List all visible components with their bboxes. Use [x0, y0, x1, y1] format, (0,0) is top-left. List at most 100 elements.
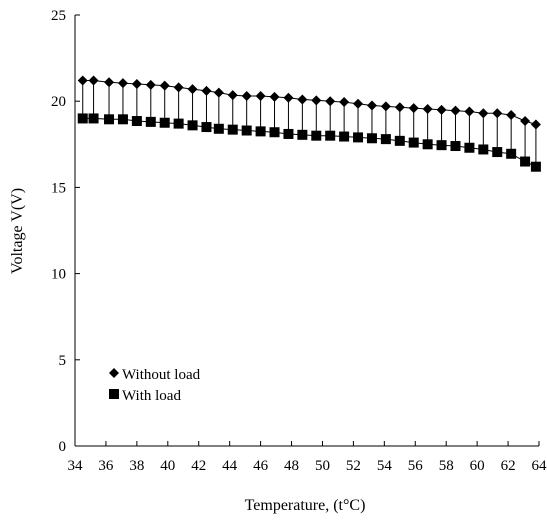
y-tick-label: 15 — [51, 180, 66, 196]
data-point-without-load — [325, 96, 336, 107]
data-point-with-load — [131, 116, 142, 127]
x-tick-label: 34 — [68, 458, 84, 474]
x-tick-label: 54 — [377, 458, 393, 474]
x-tick-label: 64 — [532, 458, 547, 474]
data-point-with-load — [117, 114, 128, 125]
y-axis-label: Voltage V(V) — [9, 188, 26, 274]
data-point-with-load — [77, 113, 88, 124]
x-tick-label: 40 — [160, 458, 175, 474]
legend-item-with-load: With load — [109, 388, 181, 404]
data-point-with-load — [269, 127, 280, 138]
x-tick-label: 52 — [346, 458, 361, 474]
data-point-without-load — [227, 90, 238, 101]
x-tick-label: 50 — [315, 458, 330, 474]
y-tick-label: 20 — [51, 94, 66, 110]
y-tick-label: 5 — [59, 353, 67, 369]
data-point-with-load — [325, 130, 336, 141]
data-point-with-load — [506, 148, 517, 159]
data-point-with-load — [201, 122, 212, 133]
series-line-without-load — [82, 80, 537, 125]
data-point-without-load — [492, 108, 503, 119]
data-point-without-load — [283, 92, 294, 103]
x-tick-label: 56 — [408, 458, 424, 474]
data-point-without-load — [353, 98, 364, 109]
data-point-with-load — [408, 137, 419, 148]
data-point-without-load — [104, 77, 115, 88]
data-point-with-load — [241, 125, 252, 136]
x-tick-label: 48 — [284, 458, 299, 474]
data-point-without-load — [241, 91, 252, 102]
data-point-with-load — [255, 126, 266, 137]
data-point-without-load — [213, 87, 224, 98]
data-point-without-load — [450, 105, 461, 116]
data-point-without-load — [408, 103, 419, 114]
y-tick-label: 25 — [51, 8, 66, 24]
data-point-without-load — [366, 100, 377, 111]
data-point-without-load — [530, 119, 541, 130]
data-point-with-load — [380, 134, 391, 145]
data-point-with-load — [283, 128, 294, 139]
data-point-with-load — [187, 120, 198, 131]
data-point-with-load — [88, 113, 99, 124]
data-point-with-load — [492, 147, 503, 158]
error-bars — [82, 80, 537, 167]
y-tick-label: 0 — [59, 439, 67, 455]
data-point-with-load — [464, 142, 475, 153]
data-point-without-load — [478, 108, 489, 119]
legend-label-without-load: Without load — [122, 367, 201, 383]
data-point-with-load — [353, 132, 364, 143]
x-tick-label: 42 — [191, 458, 206, 474]
data-point-without-load — [464, 106, 475, 117]
data-point-without-load — [394, 102, 405, 113]
data-point-without-load — [159, 80, 170, 91]
data-point-with-load — [227, 124, 238, 135]
series-markers — [77, 75, 541, 172]
data-point-with-load — [436, 140, 447, 151]
data-point-with-load — [159, 117, 170, 128]
legend-square-marker — [109, 389, 119, 399]
data-point-with-load — [520, 156, 531, 167]
x-tick-label: 38 — [129, 458, 144, 474]
data-point-with-load — [422, 139, 433, 150]
series-line-with-load — [82, 117, 537, 168]
data-point-with-load — [339, 131, 350, 142]
data-point-without-load — [131, 78, 142, 89]
data-point-without-load — [380, 101, 391, 112]
data-point-without-load — [173, 82, 184, 93]
x-ticks: 34 36 38 40 42 44 46 48 50 52 54 56 58 60 62 64 — [68, 441, 547, 474]
legend-item-without-load: Without load — [109, 367, 201, 383]
plot-area: 0 5 10 15 20 25 34 36 38 40 42 44 46 48 50 52 54 56 58 60 6… — [51, 8, 547, 474]
data-point-with-load — [297, 129, 308, 140]
data-point-with-load — [530, 161, 541, 172]
data-point-with-load — [366, 133, 377, 144]
data-point-without-load — [520, 116, 531, 127]
x-tick-label: 62 — [501, 458, 516, 474]
series-lines — [82, 80, 537, 168]
data-point-without-load — [506, 109, 517, 120]
data-point-without-load — [311, 95, 322, 106]
data-point-without-load — [436, 104, 447, 115]
data-point-without-load — [77, 75, 88, 86]
data-point-without-load — [422, 103, 433, 114]
data-point-without-load — [297, 94, 308, 105]
legend: Without load With load — [109, 367, 201, 404]
x-axis-label: Temperature, (t°C) — [245, 497, 366, 514]
x-tick-label: 44 — [222, 458, 238, 474]
data-point-with-load — [104, 114, 115, 125]
data-point-with-load — [145, 116, 156, 127]
x-tick-label: 60 — [470, 458, 485, 474]
data-point-with-load — [394, 135, 405, 146]
data-point-without-load — [339, 97, 350, 108]
y-tick-label: 10 — [51, 267, 66, 283]
data-point-with-load — [173, 118, 184, 129]
data-point-without-load — [255, 91, 266, 102]
data-point-without-load — [117, 78, 128, 89]
data-point-without-load — [269, 91, 280, 102]
legend-label-with-load: With load — [122, 388, 181, 404]
data-point-without-load — [187, 84, 198, 95]
data-point-with-load — [213, 123, 224, 134]
x-tick-label: 46 — [253, 458, 269, 474]
data-point-with-load — [311, 130, 322, 141]
data-point-without-load — [145, 79, 156, 90]
